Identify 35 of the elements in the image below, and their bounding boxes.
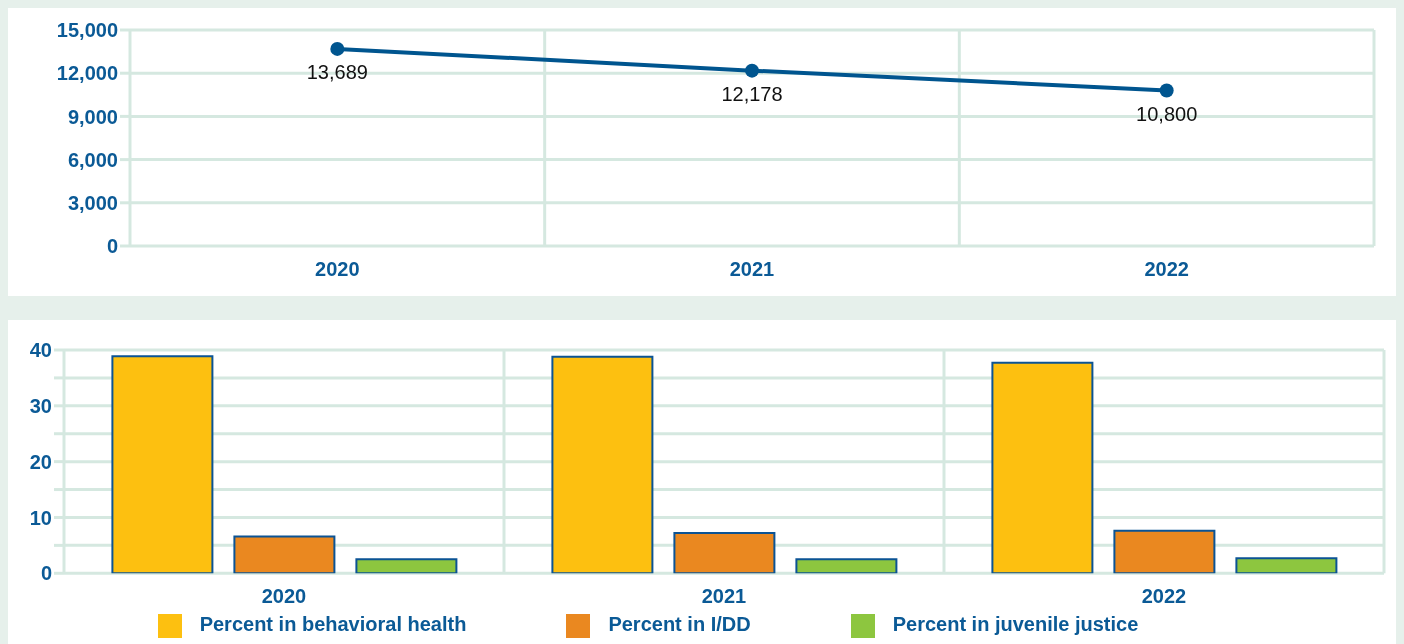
legend-label: Percent in juvenile justice: [892, 613, 1139, 636]
y-tick-label: 3,000: [67, 191, 118, 214]
y-tick-label: 6,000: [67, 148, 118, 171]
bar: [111, 355, 214, 574]
point: [1159, 83, 1174, 98]
x-tick-label: 2020: [315, 258, 360, 281]
legend-label: Percent in I/DD: [608, 613, 751, 636]
y-tick-label: 30: [29, 394, 52, 417]
bar: [1113, 529, 1216, 574]
bar: [991, 361, 1094, 574]
point: [745, 63, 759, 78]
data-label: 12,178: [721, 82, 783, 105]
y-tick-label: 12,000: [56, 62, 118, 85]
y-tick-label: 15,000: [56, 19, 118, 42]
bar: [1235, 557, 1338, 574]
legend-label: Percent in behavioral health: [199, 613, 467, 636]
x-tick-label: 2021: [729, 258, 775, 281]
y-tick-label: 0: [106, 235, 118, 258]
x-tick-label: 2022: [1141, 585, 1187, 608]
bar: [673, 532, 776, 574]
y-tick-label: 10: [29, 506, 52, 529]
bar: [355, 558, 458, 574]
y-tick-label: 0: [40, 562, 52, 585]
x-tick-label: 2021: [701, 585, 747, 608]
bar: [551, 355, 654, 574]
y-tick-label: 20: [29, 450, 52, 473]
y-tick-label: 40: [29, 339, 52, 362]
bar: [233, 535, 336, 574]
x-tick-label: 2022: [1144, 258, 1189, 281]
data-label: 10,800: [1136, 102, 1198, 125]
point: [330, 41, 345, 56]
x-tick-label: 2020: [261, 585, 307, 608]
y-tick-label: 9,000: [67, 105, 118, 128]
data-label: 13,689: [306, 61, 368, 84]
bar: [795, 558, 898, 574]
